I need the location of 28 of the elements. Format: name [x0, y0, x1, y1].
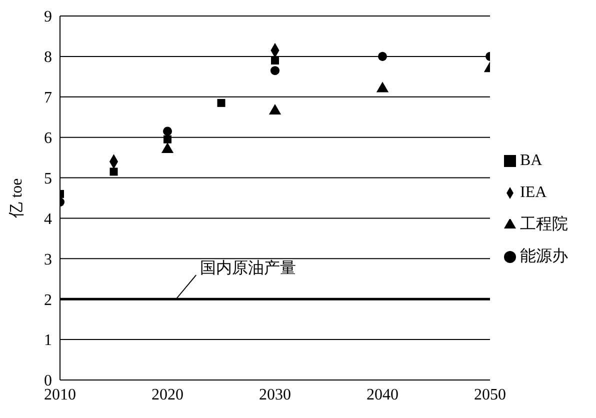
x-tick-label: 2020: [152, 386, 184, 404]
y-tick-label: 7: [44, 90, 52, 107]
legend-label: 工程院: [520, 216, 568, 233]
y-tick-label: 3: [44, 251, 52, 268]
ref-line-label: 国内原油产量: [200, 259, 296, 278]
x-tick-label: 2030: [259, 386, 291, 404]
legend-label: IEA: [520, 184, 547, 201]
legend-label: 能源办: [520, 248, 568, 265]
y-axis-title: 亿 toe: [8, 178, 26, 219]
point: [376, 82, 389, 92]
point: [162, 126, 172, 136]
x-tick-label: 2050: [474, 386, 506, 404]
y-tick-label: 1: [44, 332, 52, 350]
y-tick-label: 2: [44, 292, 52, 309]
y-tick-label: 5: [44, 170, 52, 188]
point: [378, 52, 388, 61]
x-tick-label: 2040: [366, 386, 398, 404]
point: [164, 135, 172, 144]
point: [268, 104, 282, 115]
point: [270, 66, 280, 76]
point: [217, 98, 226, 107]
y-tick-label: 9: [44, 8, 52, 26]
y-tick-label: 4: [44, 210, 52, 228]
y-tick-label: 8: [44, 49, 52, 66]
y-tick-label: 6: [44, 130, 52, 148]
point: [110, 168, 118, 176]
legend-label: BA: [520, 152, 542, 169]
point: [271, 56, 279, 64]
